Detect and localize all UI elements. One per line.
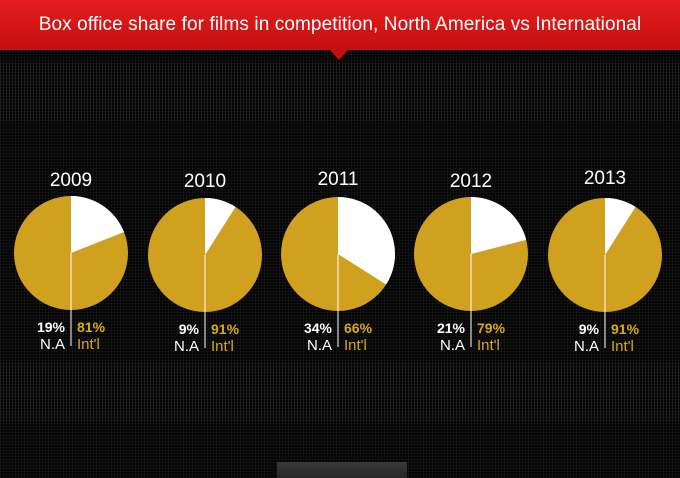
year-label-2009: 2009 [50,170,92,191]
na-label-2013: N.A [574,338,599,355]
intl-percent-2011: 66% [344,320,373,336]
na-percent-2009: 19% [37,319,66,335]
na-percent-2010: 9% [179,321,200,337]
na-label-2012: N.A [440,337,465,354]
year-label-2013: 2013 [584,168,626,189]
header-pointer [329,49,349,60]
slice-na-2012 [471,197,527,254]
header-banner: Box office share for films in competitio… [0,0,680,50]
year-label-2011: 2011 [318,169,359,190]
chart-title: Box office share for films in competitio… [38,14,642,35]
na-percent-2012: 21% [437,320,466,336]
intl-label-2013: Int'l [611,338,634,355]
intl-percent-2013: 91% [611,321,640,337]
na-percent-2013: 9% [579,321,600,337]
slice-na-2011 [338,197,396,285]
decorative-band-top [0,62,680,122]
slice-na-2013 [605,198,636,255]
na-label-2009: N.A [40,336,65,353]
slice-na-2009 [71,196,124,253]
decorative-band-bottom [0,362,680,422]
intl-label-2009: Int'l [77,336,100,353]
year-label-2012: 2012 [450,171,492,192]
intl-label-2012: Int'l [477,337,500,354]
bottom-tab [277,462,407,478]
intl-percent-2010: 91% [211,321,240,337]
year-label-2010: 2010 [184,171,226,192]
intl-label-2011: Int'l [344,337,367,354]
intl-percent-2012: 79% [477,320,506,336]
na-label-2011: N.A [307,337,332,354]
intl-percent-2009: 81% [77,319,106,335]
na-percent-2011: 34% [304,320,333,336]
na-label-2010: N.A [174,338,199,355]
intl-label-2010: Int'l [211,338,234,355]
slice-na-2010 [205,198,236,255]
